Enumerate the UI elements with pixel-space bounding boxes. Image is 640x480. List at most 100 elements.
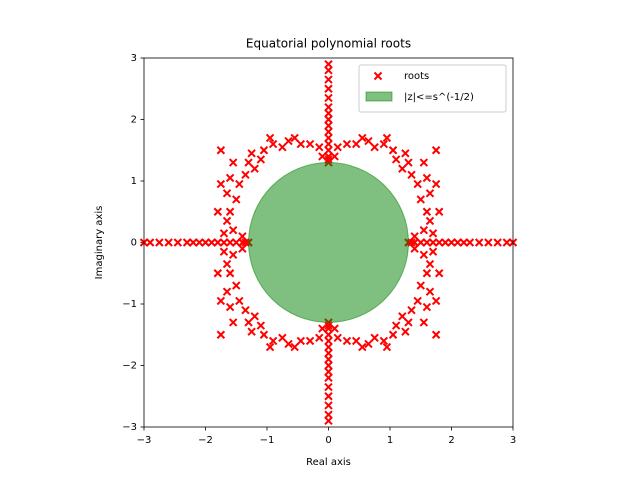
axes-frame — [143, 57, 514, 428]
root-marker — [284, 339, 293, 349]
root-marker — [315, 142, 324, 152]
root-marker — [493, 238, 502, 247]
y-tick-label: 1 — [131, 176, 137, 187]
root-marker — [228, 250, 238, 260]
root-marker — [173, 238, 183, 247]
root-marker — [318, 152, 327, 161]
root-marker — [324, 401, 333, 410]
root-marker — [145, 238, 155, 247]
root-marker — [410, 244, 419, 253]
root-marker — [324, 155, 333, 164]
root-marker — [453, 238, 462, 247]
root-marker — [428, 247, 438, 256]
y-tick-label: 3 — [131, 53, 137, 64]
root-marker — [358, 133, 367, 143]
root-marker — [228, 225, 238, 235]
y-tick-label: −1 — [122, 299, 137, 310]
root-marker — [425, 189, 435, 198]
root-marker — [422, 302, 432, 312]
root-marker — [259, 146, 269, 155]
root-marker — [474, 238, 484, 247]
legend-marker — [373, 71, 383, 81]
root-marker — [256, 155, 266, 164]
root-marker — [401, 149, 410, 158]
y-tick-label: −3 — [122, 422, 137, 433]
root-marker — [324, 109, 333, 118]
root-marker — [422, 238, 432, 247]
root-marker — [296, 139, 306, 149]
root-marker — [434, 207, 444, 216]
root-marker — [213, 269, 223, 278]
root-marker — [222, 189, 232, 198]
x-tick-label: 0 — [325, 435, 331, 446]
root-marker — [484, 238, 493, 247]
root-marker — [318, 324, 327, 333]
root-marker — [324, 361, 333, 370]
root-marker — [388, 330, 398, 339]
root-marker — [342, 336, 352, 346]
root-marker — [222, 287, 232, 296]
root-marker — [315, 333, 324, 343]
root-marker — [241, 170, 250, 180]
root-marker — [324, 330, 333, 339]
root-marker — [401, 327, 410, 336]
root-marker — [216, 179, 226, 189]
root-marker — [232, 281, 241, 290]
root-marker — [225, 269, 235, 278]
root-marker — [324, 127, 333, 137]
root-marker — [419, 225, 429, 235]
root-marker — [428, 238, 438, 247]
root-marker — [413, 179, 422, 189]
root-marker — [431, 179, 441, 189]
root-marker — [410, 232, 419, 241]
root-marker — [222, 259, 232, 269]
root-marker — [232, 238, 241, 247]
root-marker — [351, 139, 361, 149]
root-marker — [225, 238, 235, 247]
root-marker — [404, 318, 413, 327]
x-tick-label: −1 — [260, 435, 275, 446]
root-marker — [379, 336, 389, 346]
root-marker — [241, 238, 250, 247]
root-marker — [244, 318, 253, 327]
legend-label: |z|<=s^(-1/2) — [404, 92, 474, 103]
root-marker — [324, 336, 333, 346]
root-marker — [410, 238, 419, 247]
legend-label: roots — [404, 71, 429, 82]
root-marker — [155, 238, 164, 247]
root-marker — [324, 321, 333, 330]
root-marker — [265, 133, 275, 143]
root-marker — [213, 207, 223, 216]
x-tick-label: 2 — [448, 435, 454, 446]
root-marker — [324, 75, 333, 84]
root-marker — [164, 238, 173, 247]
root-marker — [201, 238, 210, 247]
root-marker — [225, 173, 235, 183]
root-marker — [195, 238, 204, 247]
root-marker — [324, 121, 333, 130]
root-marker — [364, 339, 373, 349]
root-marker — [382, 133, 392, 143]
root-marker — [407, 170, 416, 180]
root-marker — [342, 139, 352, 149]
root-marker — [382, 342, 392, 352]
root-marker — [296, 336, 306, 346]
root-marker — [238, 232, 247, 241]
root-marker — [247, 327, 256, 336]
root-marker — [398, 164, 407, 173]
root-marker — [235, 179, 244, 189]
root-marker — [391, 321, 401, 330]
root-marker — [422, 207, 432, 216]
root-marker — [250, 312, 259, 321]
x-axis-label: Real axis — [306, 457, 351, 468]
root-marker — [324, 93, 333, 103]
root-marker — [502, 238, 512, 247]
root-marker — [324, 392, 333, 401]
root-marker — [404, 158, 413, 167]
root-marker — [330, 152, 339, 161]
root-marker — [324, 416, 333, 426]
root-marker — [284, 136, 293, 146]
x-tick-label: 3 — [510, 435, 516, 446]
root-marker — [330, 324, 339, 333]
